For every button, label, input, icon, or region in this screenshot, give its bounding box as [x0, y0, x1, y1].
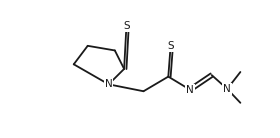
Text: N: N	[105, 79, 113, 89]
Text: N: N	[186, 85, 194, 95]
Text: S: S	[167, 41, 174, 51]
Text: N: N	[223, 84, 231, 94]
Text: S: S	[123, 21, 130, 31]
